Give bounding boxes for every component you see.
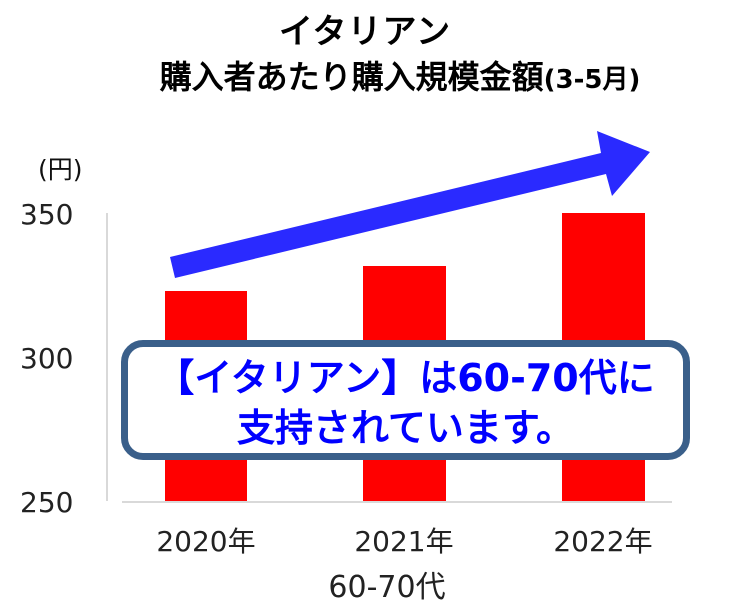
- x-tick-2020: 2020年: [156, 525, 256, 558]
- x-axis-label: 60-70代: [328, 570, 446, 605]
- chart-title: イタリアン: [278, 12, 452, 52]
- x-tick-2022: 2022年: [553, 525, 653, 558]
- y-tick-250: 250: [20, 486, 74, 519]
- callout-box: 【イタリアン】は60-70代に 支持されています。: [121, 340, 690, 460]
- subtitle-main: 購入者あたり購入規模金額: [159, 58, 544, 96]
- y-tick-300: 300: [20, 342, 74, 375]
- y-tick-350: 350: [20, 198, 74, 231]
- x-axis-line: [122, 501, 672, 503]
- y-axis-unit: (円): [38, 155, 83, 184]
- callout-line-1: 【イタリアン】は60-70代に: [156, 356, 655, 400]
- subtitle-period: (3-5月): [543, 65, 641, 95]
- callout-line-2: 支持されています。: [236, 406, 575, 450]
- x-tick-2021: 2021年: [354, 525, 454, 558]
- y-axis-line: [106, 213, 108, 501]
- chart-subtitle: 購入者あたり購入規模金額(3-5月): [60, 52, 730, 98]
